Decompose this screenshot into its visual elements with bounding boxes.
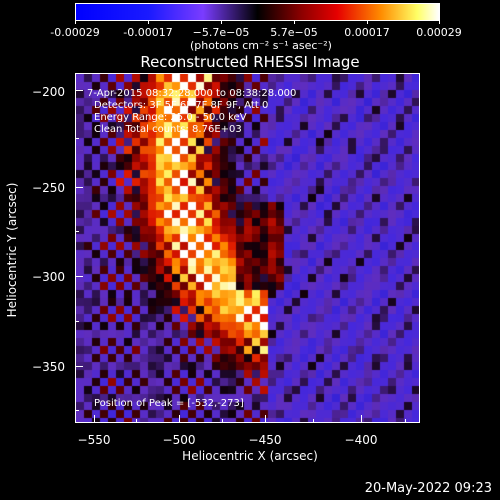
peak-position-annotation: Position of Peak = [-532,-273] bbox=[94, 398, 244, 409]
x-axis-tick bbox=[361, 415, 362, 423]
y-axis-tick-label: −250 bbox=[32, 181, 65, 195]
y-axis-tick-label: −350 bbox=[32, 360, 65, 374]
y-axis-tick bbox=[75, 366, 83, 367]
colorbar-tick-label: 0.00029 bbox=[416, 26, 462, 39]
y-axis-minor-tick bbox=[75, 231, 79, 232]
y-axis-minor-tick bbox=[75, 410, 79, 411]
x-axis-minor-tick bbox=[313, 419, 314, 423]
image-plot-area: 7-Apr-2015 08:32:28.000 to 08:38:28.000 … bbox=[75, 73, 420, 423]
y-axis-minor-tick bbox=[75, 321, 79, 322]
x-axis-label: Heliocentric X (arcsec) bbox=[182, 449, 318, 463]
colorbar-tick bbox=[294, 20, 295, 24]
clean-counts-annotation: Clean Total counts: 8.76E+03 bbox=[94, 124, 242, 135]
y-axis-minor-tick bbox=[75, 138, 79, 139]
energy-range-annotation: Energy Range: 25.0 - 50.0 keV bbox=[94, 112, 247, 123]
x-axis-minor-tick bbox=[222, 419, 223, 423]
colorbar-tick bbox=[75, 20, 76, 24]
render-timestamp: 20-May-2022 09:23 bbox=[364, 481, 492, 496]
x-axis-tick bbox=[179, 415, 180, 423]
colorbar-tick bbox=[439, 20, 440, 24]
y-axis-tick bbox=[75, 276, 83, 277]
y-axis-tick bbox=[75, 187, 83, 188]
image-title: Reconstructed RHESSI Image bbox=[140, 53, 360, 71]
y-axis-tick-label: −300 bbox=[32, 270, 65, 284]
x-axis-tick bbox=[265, 415, 266, 423]
x-axis-tick-label: −450 bbox=[248, 433, 282, 447]
x-axis-tick bbox=[94, 415, 95, 423]
colorbar-tick-label: -0.00017 bbox=[123, 26, 173, 39]
colorbar-tick-label: 5.7e−05 bbox=[270, 26, 318, 39]
hxr-image-map bbox=[76, 74, 419, 422]
y-axis-tick bbox=[75, 90, 83, 91]
x-axis-minor-tick bbox=[405, 419, 406, 423]
x-axis-tick-label: −550 bbox=[77, 433, 111, 447]
x-axis-tick-label: −400 bbox=[344, 433, 378, 447]
detectors-annotation: Detectors: 3F 5F 6F 7F 8F 9F, Att 0 bbox=[94, 100, 269, 111]
colorbar-units: (photons cm⁻² s⁻¹ asec⁻²) bbox=[190, 39, 332, 52]
time-range-annotation: 7-Apr-2015 08:32:28.000 to 08:38:28.000 bbox=[87, 88, 297, 99]
y-axis-tick-label: −200 bbox=[32, 85, 65, 99]
colorbar-tick-label: 0.00017 bbox=[344, 26, 390, 39]
colorbar-tick bbox=[148, 20, 149, 24]
colorbar bbox=[75, 3, 440, 21]
colorbar-tick-label: -0.00029 bbox=[50, 26, 100, 39]
x-axis-minor-tick bbox=[136, 419, 137, 423]
colorbar-tick bbox=[221, 20, 222, 24]
colorbar-tick-label: −5.7e−05 bbox=[192, 26, 250, 39]
y-axis-label: Heliocentric Y (arcsec) bbox=[5, 182, 19, 318]
x-axis-tick-label: −500 bbox=[162, 433, 196, 447]
colorbar-tick bbox=[367, 20, 368, 24]
